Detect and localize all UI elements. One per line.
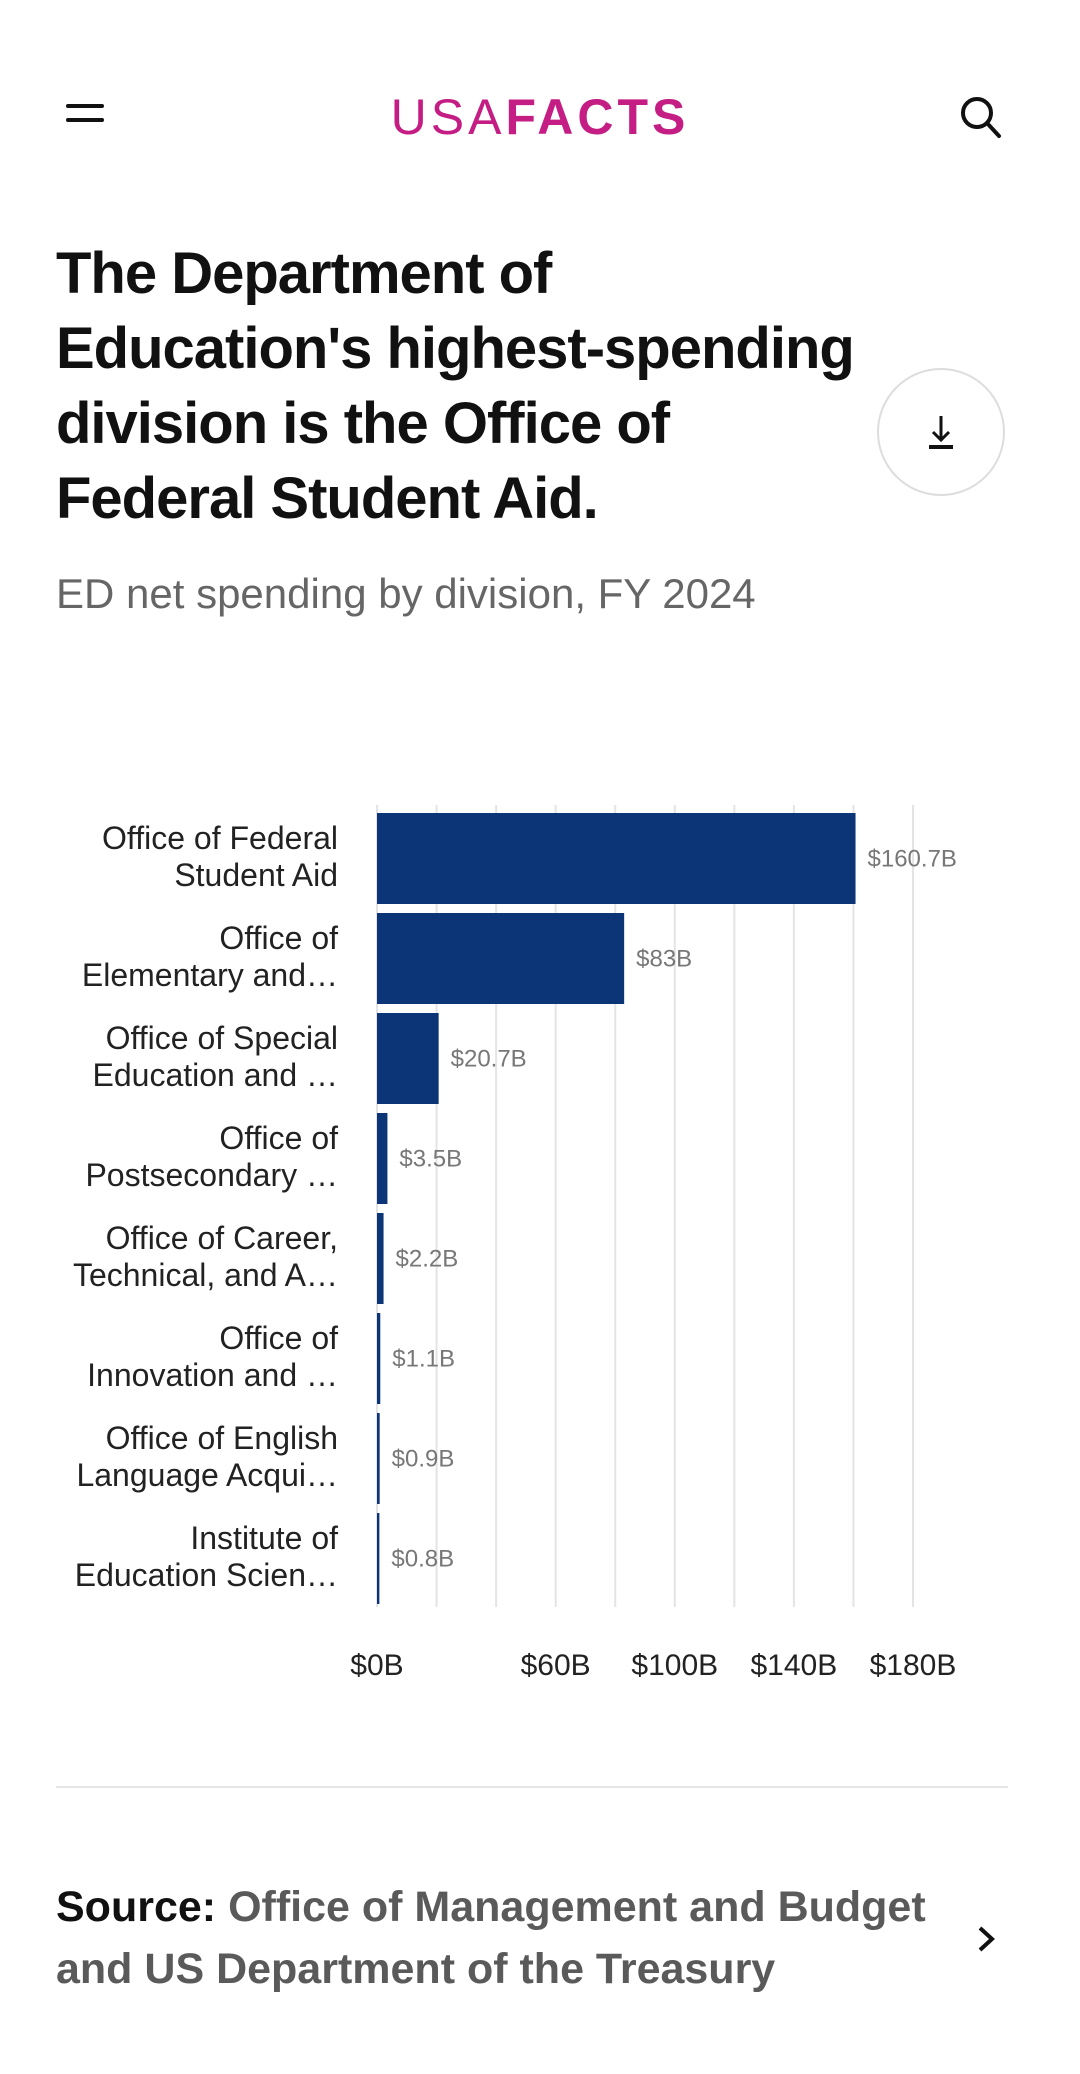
source-text: Office of Management and Budget and US D… [56,1883,926,1993]
value-label: $2.2B [396,1246,459,1273]
page-title: The Department of Education's highest-sp… [56,241,855,531]
value-label: $0.9B [392,1446,455,1473]
logo-usa: USA [390,89,506,145]
category-label: Office of English [106,1420,338,1456]
category-label: Education and … [93,1057,339,1093]
category-label: Innovation and … [87,1357,338,1393]
tick-label: $180B [870,1649,957,1682]
divider [56,1786,1008,1788]
value-label: $160.7B [868,846,957,873]
category-label: Office of Special [106,1020,338,1056]
bar [377,1313,381,1404]
hamburger-icon-line [66,118,104,122]
chart-subtitle: ED net spending by division, FY 2024 [56,570,756,617]
bar [377,1013,439,1104]
value-label: $83B [636,946,692,973]
category-label: Institute of [190,1520,338,1556]
bar [377,1513,380,1604]
bar [377,813,856,904]
category-label: Office of [219,920,338,956]
value-label: $3.5B [399,1146,462,1173]
value-label: $20.7B [451,1046,527,1073]
bar [377,1113,388,1204]
category-label: Elementary and… [82,957,338,993]
chevron-right-icon[interactable] [972,1920,1000,1958]
category-label: Office of Federal [102,820,338,856]
tick-label: $0B [350,1649,403,1682]
download-icon [929,416,953,449]
tick-label: $140B [751,1649,838,1682]
category-label: Technical, and A… [73,1257,338,1293]
category-label: Office of [219,1120,338,1156]
category-label: Postsecondary … [85,1157,338,1193]
source-link[interactable]: Source: Office of Management and Budget … [56,1876,956,2000]
bar [377,1413,380,1504]
value-label: $1.1B [392,1346,455,1373]
search-icon[interactable] [958,94,1004,140]
logo-facts: FACTS [505,89,690,145]
bar [377,913,625,1004]
category-label: Education Scien… [75,1557,338,1593]
bar [377,1213,384,1304]
tick-label: $100B [631,1649,718,1682]
usafacts-logo[interactable]: USAFACTS [0,88,1080,146]
category-label: Student Aid [174,857,338,893]
download-button[interactable] [877,368,1005,496]
category-label: Office of Career, [106,1220,338,1256]
category-label: Office of [219,1320,338,1356]
source-label: Source: [56,1883,217,1931]
category-label: Language Acqui… [76,1457,338,1493]
tick-label: $60B [521,1649,591,1682]
hamburger-icon [66,104,104,108]
value-label: $0.8B [391,1546,454,1573]
menu-button[interactable] [66,104,106,128]
